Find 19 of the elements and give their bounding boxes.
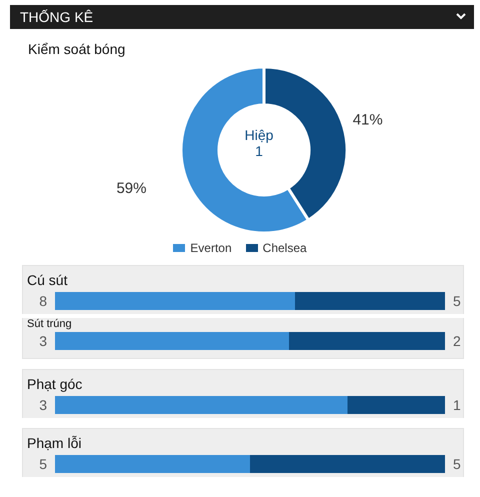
chart-title: Phạt góc: [27, 376, 84, 392]
legend-label: Chelsea: [262, 241, 307, 255]
data-label: 5: [453, 292, 461, 309]
text: Hiệp 1: [244, 127, 274, 159]
chart-title: THỐNG KÊ: [20, 9, 94, 25]
legend-label: Everton: [190, 241, 232, 255]
data-label: 5: [39, 456, 48, 472]
data-label: 41%: [352, 111, 383, 128]
chart-subtitle: Kiểm soát bóng: [28, 41, 126, 57]
y-tick-label: Sút trúng: [27, 318, 73, 330]
data-label: 3: [39, 396, 48, 413]
chart-title: Cú sút: [27, 272, 68, 288]
data-label: 2: [453, 332, 461, 349]
data-label: 59%: [116, 180, 146, 197]
data-label: 1: [453, 396, 461, 413]
data-label: 5: [453, 456, 461, 472]
chart-title: Phạm lỗi: [27, 435, 82, 451]
data-label: 3: [39, 332, 48, 349]
data-label: 8: [39, 292, 48, 309]
